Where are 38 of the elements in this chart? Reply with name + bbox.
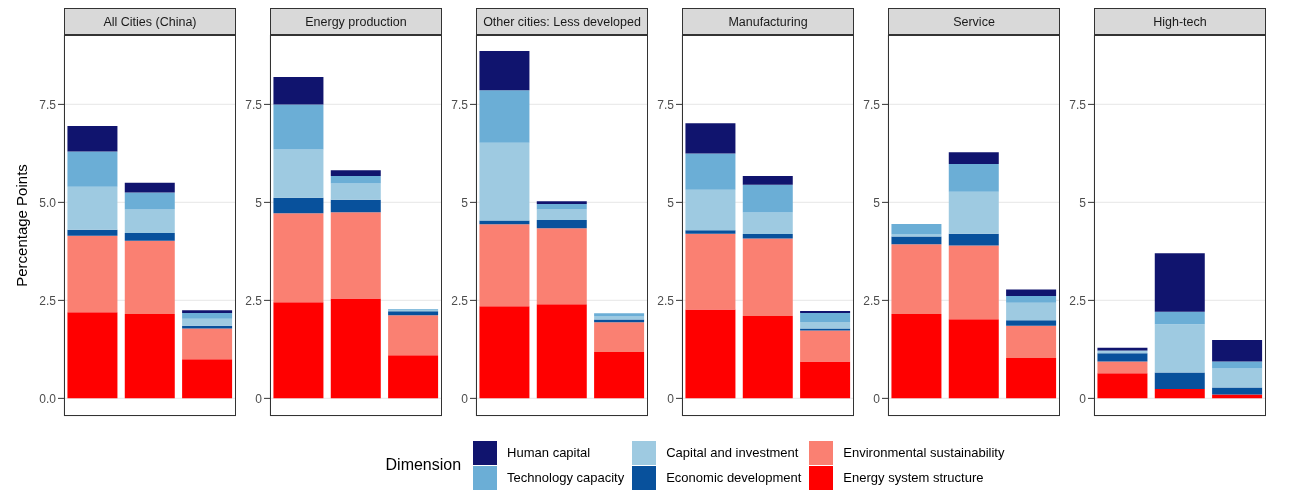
y-tick-label: 2.5 <box>451 293 469 308</box>
y-tick-label: 7.5 <box>1069 97 1087 112</box>
legend-label: Human capital <box>507 445 591 460</box>
chart-title: High-tech <box>1094 8 1266 35</box>
y-tick-label: 0 <box>1079 391 1087 406</box>
y-tick-label: 0.0 <box>39 391 57 406</box>
y-tick-label: 0 <box>873 391 881 406</box>
y-tick-label: 7.5 <box>863 97 881 112</box>
legend-label: Environmental sustainability <box>843 445 1005 460</box>
chart-title: All Cities (China) <box>64 8 236 35</box>
legend-label: Technology capacity <box>507 470 625 485</box>
y-tick-label: 5 <box>1079 195 1087 210</box>
y-tick-label: 0 <box>667 391 675 406</box>
y-tick-label: 7.5 <box>657 97 675 112</box>
y-tick-label: 2.5 <box>39 293 57 308</box>
y-tick-label: 5.0 <box>39 195 57 210</box>
legend-label: Economic development <box>666 470 802 485</box>
y-tick-label: 0 <box>461 391 469 406</box>
y-tick-label: 7.5 <box>451 97 469 112</box>
y-tick-label: 7.5 <box>245 97 263 112</box>
y-tick-label: 5 <box>873 195 881 210</box>
y-tick-label: 2.5 <box>1069 293 1087 308</box>
chart-title: Manufacturing <box>682 8 854 35</box>
legend-title: Dimension <box>385 456 462 474</box>
y-tick-label: 5 <box>255 195 263 210</box>
y-tick-label: 0 <box>255 391 263 406</box>
chart-title: Service <box>888 8 1060 35</box>
y-axis-title: Percentage Points <box>13 164 31 287</box>
y-tick-label: 2.5 <box>863 293 881 308</box>
chart-title: Other cities: Less developed <box>476 8 648 35</box>
legend-label: Energy system structure <box>843 470 984 485</box>
y-tick-label: 5 <box>461 195 469 210</box>
y-tick-label: 2.5 <box>245 293 263 308</box>
y-tick-label: 7.5 <box>39 97 57 112</box>
chart-title: Energy production <box>270 8 442 35</box>
legend-label: Capital and investment <box>666 445 799 460</box>
y-tick-label: 2.5 <box>657 293 675 308</box>
y-tick-label: 5 <box>667 195 675 210</box>
